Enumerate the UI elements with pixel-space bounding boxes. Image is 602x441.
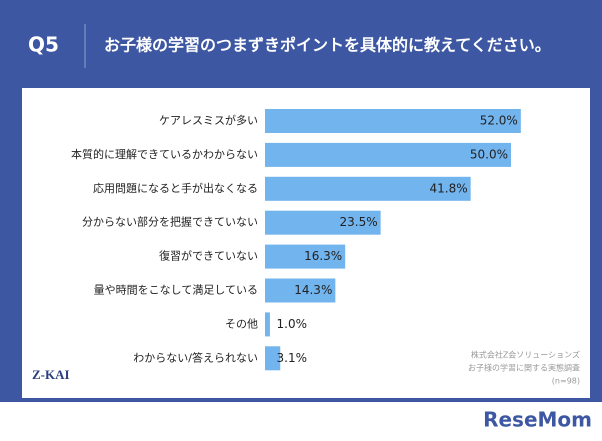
value-label: 1.0% bbox=[277, 317, 308, 331]
value-label: 16.3% bbox=[304, 249, 342, 263]
category-label: 応用問題になると手が出なくなる bbox=[93, 181, 258, 195]
bar bbox=[265, 109, 521, 133]
category-label: その他 bbox=[225, 317, 258, 330]
bar bbox=[265, 176, 471, 201]
category-label: 分からない部分を把握できていない bbox=[82, 215, 258, 229]
value-label: 23.5% bbox=[339, 215, 377, 229]
bar bbox=[265, 346, 281, 371]
bar bbox=[265, 278, 336, 303]
value-label: 41.8% bbox=[430, 181, 468, 195]
bar bbox=[265, 142, 511, 167]
category-label: ケアレスミスが多い bbox=[159, 113, 258, 127]
question-text: お子様の学習のつまずきポイントを具体的に教えてください。 bbox=[104, 36, 551, 55]
category-label: わからない/答えられない bbox=[133, 350, 258, 364]
watermark: ReseMom bbox=[483, 408, 592, 432]
value-label: 3.1% bbox=[277, 351, 308, 365]
logo: Z-KAI bbox=[32, 367, 70, 382]
bar bbox=[265, 312, 270, 337]
question-label: Q5 bbox=[28, 33, 59, 57]
bar bbox=[265, 244, 346, 269]
panel bbox=[22, 88, 590, 398]
value-label: 50.0% bbox=[470, 147, 508, 161]
note: (n=98) bbox=[552, 377, 580, 386]
value-label: 14.3% bbox=[294, 283, 332, 297]
value-label: 52.0% bbox=[480, 114, 518, 128]
bar bbox=[265, 210, 381, 235]
note: 株式会社Z会ソリューションズ bbox=[471, 350, 580, 360]
note: お子様の学習に関する実態調査 bbox=[468, 363, 580, 373]
category-label: 復習ができていない bbox=[159, 249, 258, 263]
category-label: 量や時間をこなして満足している bbox=[94, 284, 258, 297]
category-label: 本質的に理解できているかわからない bbox=[71, 147, 258, 161]
